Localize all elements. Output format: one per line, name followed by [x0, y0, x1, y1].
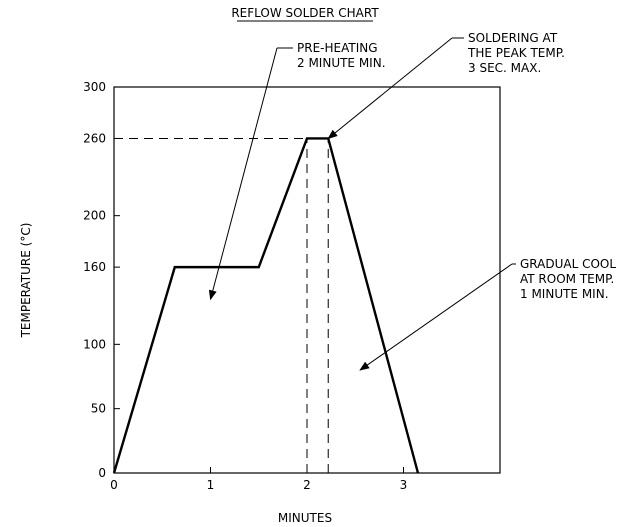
reference-lines: [114, 137, 329, 473]
annotation-arrow: [208, 47, 278, 301]
y-tick-label: 100: [83, 337, 106, 351]
annotation-text: 1 MINUTE MIN.: [520, 287, 609, 301]
x-tick-label: 0: [110, 478, 118, 492]
x-tick-label: 1: [207, 478, 215, 492]
annotation-arrow: [327, 37, 453, 140]
series-group: [112, 137, 420, 474]
annotation-text: SOLDERING AT: [468, 31, 558, 45]
annotation-text: THE PEAK TEMP.: [467, 46, 565, 60]
y-axis: 0 50 100 160 200 260 300: [83, 80, 120, 480]
annotation-text: AT ROOM TEMP.: [520, 272, 614, 286]
y-tick-label: 200: [83, 209, 106, 223]
x-tick-label: 3: [400, 478, 408, 492]
x-axis: 0 1 2 3: [110, 467, 407, 492]
y-tick-label: 300: [83, 80, 106, 94]
y-axis-label: TEMPERATURE (°C): [19, 223, 33, 339]
temperature-profile-line: [112, 137, 420, 474]
y-tick-label: 50: [91, 402, 106, 416]
y-tick-label: 0: [98, 466, 106, 480]
x-axis-label: MINUTES: [278, 511, 332, 525]
annotation-text: 2 MINUTE MIN.: [297, 56, 386, 70]
annotation-text: PRE-HEATING: [297, 41, 378, 55]
annotation-arrow: [359, 263, 513, 371]
x-tick-label: 2: [303, 478, 311, 492]
y-tick-label: 160: [83, 260, 106, 274]
annotation-text: 3 SEC. MAX.: [468, 61, 541, 75]
y-tick-label: 260: [83, 131, 106, 145]
chart-title: REFLOW SOLDER CHART: [231, 6, 379, 20]
annotation-text: GRADUAL COOL: [520, 257, 616, 271]
